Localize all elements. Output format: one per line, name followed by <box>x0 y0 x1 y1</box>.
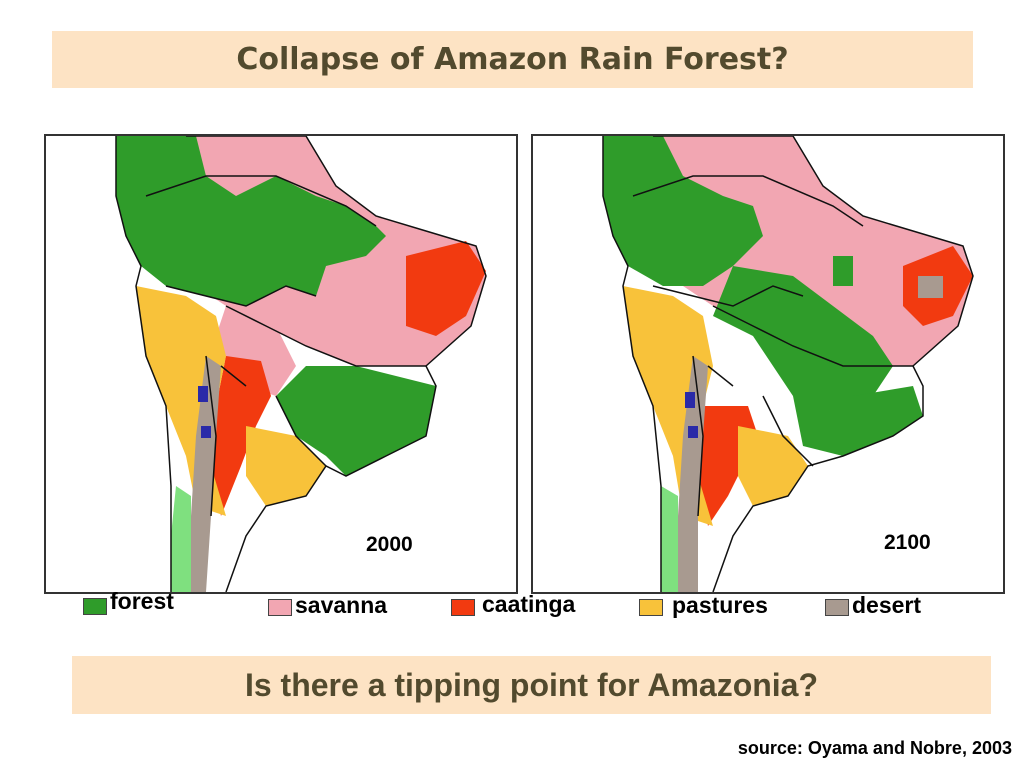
caatinga-region <box>406 241 486 336</box>
forest-region-south <box>793 386 923 456</box>
pastures-south <box>738 426 808 506</box>
caatinga-southwest <box>211 356 271 516</box>
desert-core <box>918 276 943 298</box>
title-banner: Collapse of Amazon Rain Forest? <box>52 31 973 88</box>
vegetation-map-2100 <box>531 134 1005 594</box>
country-borders <box>632 175 913 517</box>
forest-region-central <box>713 266 893 406</box>
coastline <box>602 136 974 592</box>
forest-region-north <box>116 136 386 306</box>
map-2100-graphic <box>602 136 974 592</box>
legend-label-savanna: savanna <box>295 592 388 618</box>
water-body <box>198 386 208 402</box>
forest-patch <box>833 256 853 286</box>
map-2000-graphic <box>115 136 487 592</box>
year-label-2000: 2000 <box>366 533 413 556</box>
lightgreen-strip <box>661 486 678 592</box>
water-body <box>685 392 695 408</box>
pastures-swatch <box>639 599 663 616</box>
forest-region-south <box>276 366 436 476</box>
vegetation-map-2000 <box>44 134 518 594</box>
legend-label-forest: forest <box>110 588 174 614</box>
year-label-2100: 2100 <box>884 531 931 554</box>
savanna-swatch <box>268 599 292 616</box>
legend-label-desert: desert <box>852 592 922 618</box>
coastline <box>115 136 487 592</box>
legend-label-pastures: pastures <box>672 592 768 618</box>
caatinga-swatch <box>451 599 475 616</box>
desert-swatch <box>825 599 849 616</box>
forest-swatch <box>83 598 107 615</box>
slide-title: Collapse of Amazon Rain Forest? <box>236 42 789 77</box>
country-borders <box>145 175 426 517</box>
forest-region-north <box>603 136 763 286</box>
source-citation: source: Oyama and Nobre, 2003 <box>737 738 1012 758</box>
slide-question: Is there a tipping point for Amazonia? <box>244 666 819 703</box>
question-banner: Is there a tipping point for Amazonia? <box>72 656 991 714</box>
legend-label-caatinga: caatinga <box>482 591 576 617</box>
water-body-2 <box>688 426 698 438</box>
water-body-2 <box>201 426 211 438</box>
lightgreen-strip <box>171 486 191 592</box>
